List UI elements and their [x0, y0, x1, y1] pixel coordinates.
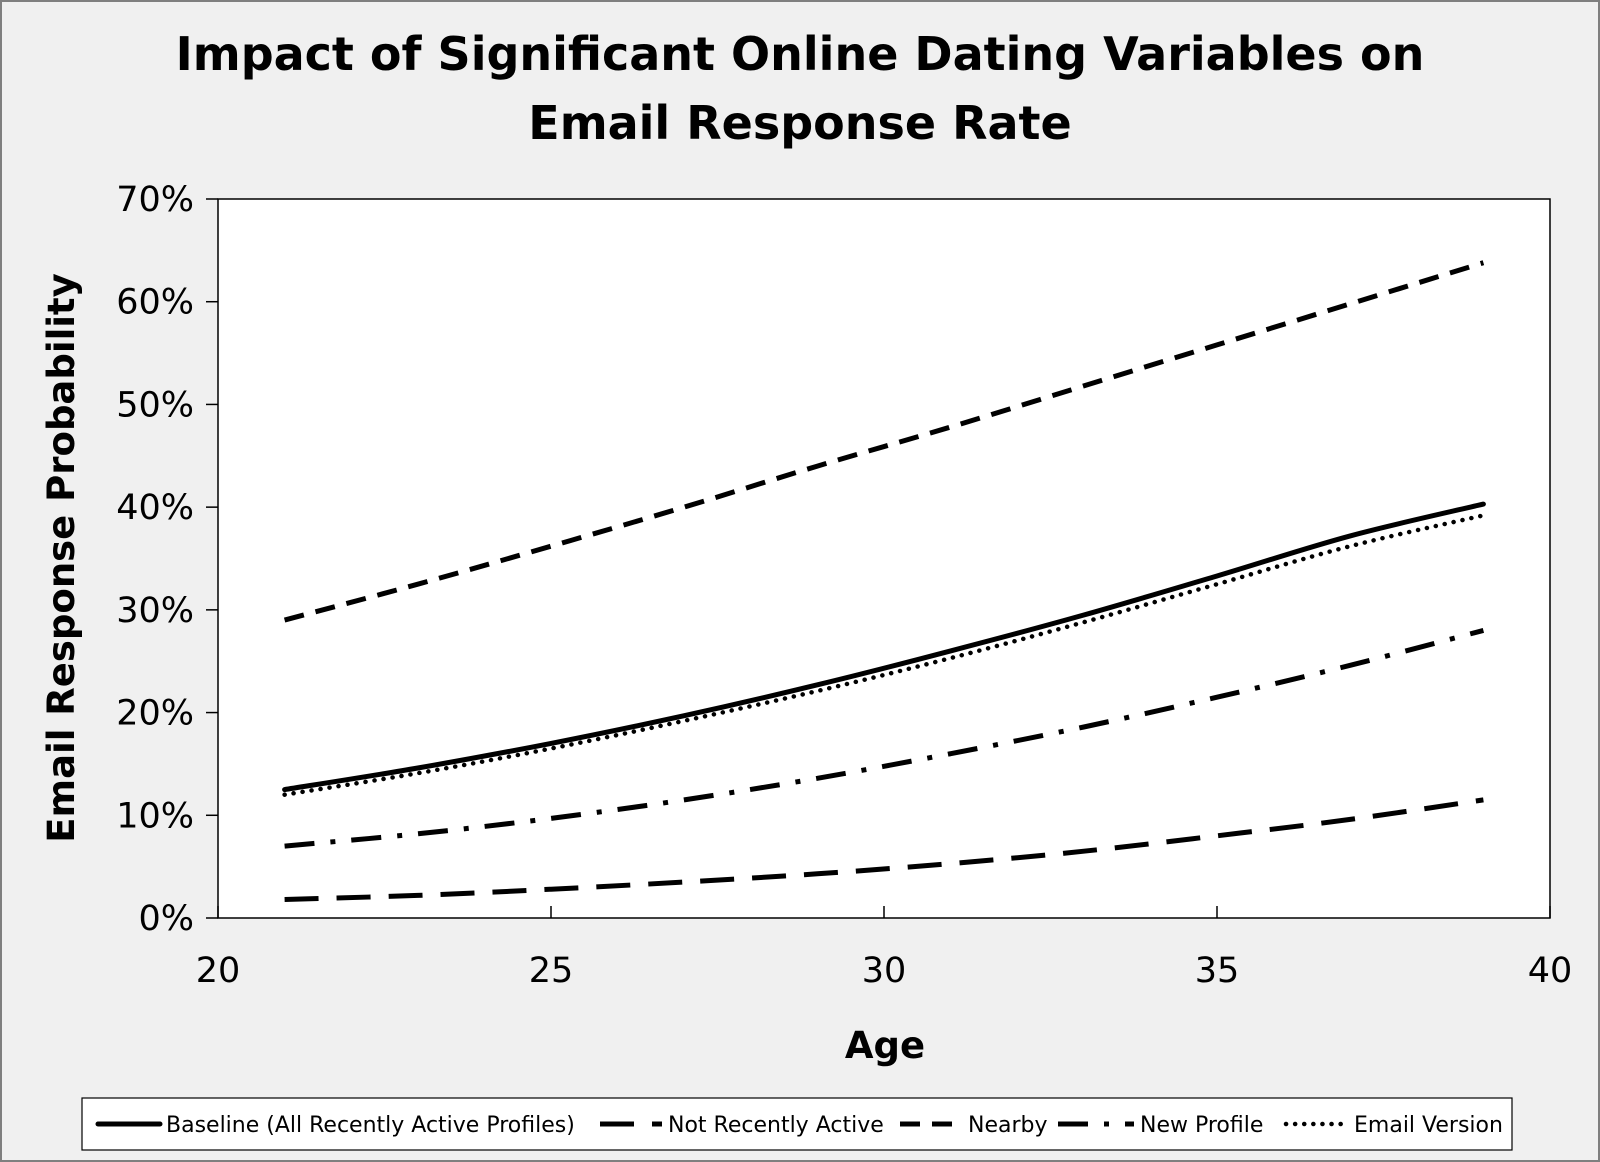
y-tick-label: 10% — [116, 796, 194, 836]
y-axis-ticks: 0% 10% 20% 30% 40% 50% 60% 70% — [116, 180, 218, 939]
x-axis-ticks: 20 25 30 35 40 — [196, 906, 1573, 991]
x-tick-label: 40 — [1528, 951, 1573, 991]
series-line-0 — [282, 501, 1486, 793]
y-tick-label: 60% — [116, 283, 194, 323]
x-axis-label: Age — [845, 1024, 925, 1067]
series-line-2 — [283, 260, 1485, 623]
legend-box — [81, 1097, 1513, 1151]
chart-title-line-1: Impact of Significant Online Dating Vari… — [176, 27, 1425, 81]
legend-label-0: Baseline (All Recently Active Profiles) — [166, 1113, 575, 1138]
chart-title-line-2: Email Response Rate — [528, 96, 1071, 150]
y-tick-label: 40% — [116, 488, 194, 528]
legend: Baseline (All Recently Active Profiles) N… — [95, 1113, 1503, 1138]
y-tick-label: 20% — [116, 694, 194, 734]
series-layer — [282, 260, 1486, 902]
legend-label-2: Nearby — [968, 1113, 1048, 1138]
legend-label-1: Not Recently Active — [668, 1113, 884, 1138]
series-line-1 — [284, 797, 1484, 902]
plot-area — [217, 198, 1551, 919]
y-tick-label: 30% — [116, 591, 194, 631]
series-line-3 — [284, 627, 1485, 849]
x-tick-label: 30 — [862, 951, 907, 991]
series-line-4 — [282, 513, 1486, 797]
y-tick-label: 50% — [116, 385, 194, 425]
legend-label-4: Email Version — [1354, 1113, 1503, 1138]
x-tick-label: 25 — [529, 951, 574, 991]
y-tick-label: 70% — [116, 180, 194, 220]
x-tick-label: 35 — [1195, 951, 1240, 991]
x-tick-label: 20 — [196, 951, 241, 991]
legend-label-3: New Profile — [1140, 1113, 1263, 1138]
y-axis-label: Email Response Probability — [40, 273, 83, 842]
y-tick-label: 0% — [138, 899, 194, 939]
